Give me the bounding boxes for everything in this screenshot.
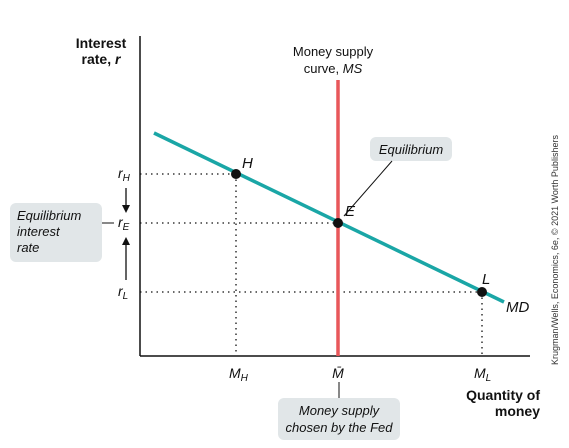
callout-eq-rate-line1: Equilibrium	[17, 208, 81, 223]
point-E	[333, 218, 343, 228]
callout-equilibrium-leader	[343, 160, 393, 217]
tick-rL: rL	[118, 283, 128, 302]
callout-fed-box	[278, 398, 400, 440]
tick-rH: rH	[118, 165, 131, 184]
x-axis-title-line1: Quantity of	[466, 387, 540, 403]
callout-fed-line1: Money supply	[299, 403, 381, 418]
md-curve	[153, 131, 505, 304]
md-label: MD	[506, 299, 529, 316]
tick-rE: rE	[118, 214, 130, 233]
tick-ML: ML	[474, 365, 491, 384]
callout-eq-rate-line3: rate	[17, 240, 39, 255]
x-axis-title-line2: money	[495, 403, 540, 419]
y-axis-title-line2: rate, r	[82, 51, 122, 67]
point-label-E: E	[345, 203, 356, 220]
arrow-up-icon	[122, 237, 130, 245]
arrow-down-icon	[122, 205, 130, 213]
callout-equilibrium-text: Equilibrium	[379, 142, 443, 157]
tick-MH: MH	[229, 365, 249, 384]
ms-label-line2: curve, MS	[304, 61, 363, 76]
ms-label-line1: Money supply	[293, 44, 374, 59]
point-H	[231, 169, 241, 179]
tick-Mbar: M̄	[332, 365, 344, 381]
publisher-credit: Krugman/Wells, Economics, 6e, © 2021 Wor…	[550, 135, 560, 365]
point-label-H: H	[242, 155, 253, 172]
y-axis-title-line1: Interest	[76, 35, 127, 51]
callout-fed-line2: chosen by the Fed	[286, 420, 394, 435]
callout-equilibrium-box	[370, 137, 452, 161]
callout-eq-rate-line2: interest	[17, 224, 61, 239]
point-L	[477, 287, 487, 297]
point-label-L: L	[482, 271, 490, 288]
callout-eq-rate-box	[10, 203, 102, 262]
